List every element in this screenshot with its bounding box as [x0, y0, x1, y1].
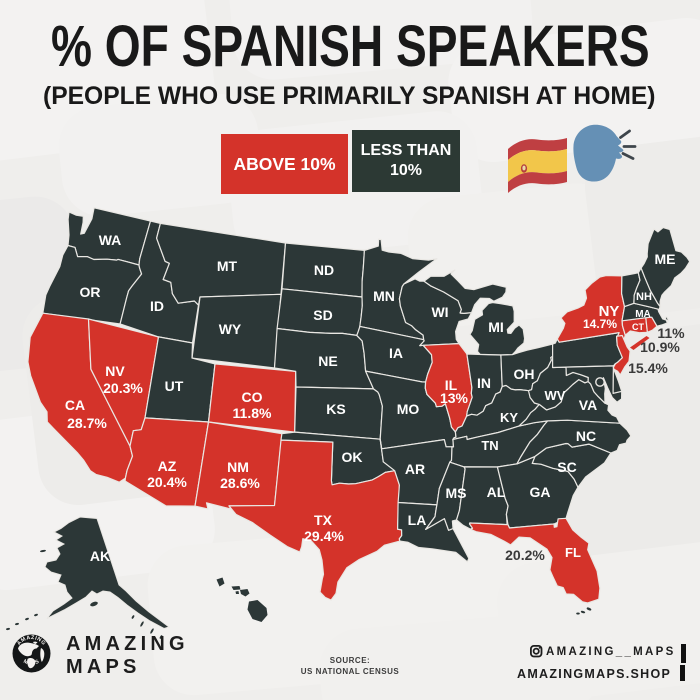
svg-text:CA: CA: [65, 397, 85, 413]
svg-text:FL: FL: [565, 545, 581, 560]
svg-text:GA: GA: [530, 484, 551, 500]
svg-text:TN: TN: [481, 438, 498, 453]
svg-text:MO: MO: [397, 401, 420, 417]
svg-text:NE: NE: [318, 353, 337, 369]
svg-text:MN: MN: [373, 288, 395, 304]
svg-text:ID: ID: [150, 298, 164, 314]
svg-text:28.7%: 28.7%: [67, 415, 107, 431]
svg-text:20.3%: 20.3%: [103, 380, 143, 396]
svg-text:OK: OK: [342, 449, 363, 465]
svg-text:MI: MI: [488, 319, 504, 335]
svg-text:NC: NC: [576, 428, 596, 444]
svg-text:IA: IA: [389, 345, 403, 361]
svg-text:15.4%: 15.4%: [628, 360, 668, 376]
svg-text:IL: IL: [445, 377, 458, 393]
svg-text:10.9%: 10.9%: [640, 339, 680, 355]
svg-text:OH: OH: [514, 366, 535, 382]
svg-text:KS: KS: [326, 401, 345, 417]
svg-text:CT: CT: [632, 322, 644, 332]
svg-text:VA: VA: [579, 397, 597, 413]
svg-text:29.4%: 29.4%: [304, 528, 344, 544]
svg-text:11%: 11%: [657, 325, 685, 341]
svg-text:14.7%: 14.7%: [583, 317, 617, 331]
svg-text:MT: MT: [217, 258, 238, 274]
svg-text:11.8%: 11.8%: [233, 405, 272, 421]
svg-text:IN: IN: [477, 375, 491, 391]
svg-text:OR: OR: [80, 284, 101, 300]
svg-text:ND: ND: [314, 262, 334, 278]
svg-text:CO: CO: [242, 389, 263, 405]
svg-text:WI: WI: [431, 304, 448, 320]
svg-text:TX: TX: [314, 512, 333, 528]
svg-text:WV: WV: [545, 388, 566, 403]
svg-text:UT: UT: [165, 378, 184, 394]
svg-text:28.6%: 28.6%: [220, 475, 260, 491]
svg-text:AL: AL: [487, 484, 506, 500]
svg-text:AMAZING: AMAZING: [16, 635, 47, 647]
svg-text:AK: AK: [90, 548, 110, 564]
svg-text:NV: NV: [105, 363, 125, 379]
svg-text:NY: NY: [599, 303, 620, 320]
svg-text:SC: SC: [557, 459, 576, 475]
svg-text:SD: SD: [313, 307, 332, 323]
svg-text:KY: KY: [500, 410, 518, 425]
svg-text:MAPS: MAPS: [22, 659, 40, 667]
svg-text:13%: 13%: [440, 390, 469, 406]
svg-text:MS: MS: [446, 485, 467, 501]
svg-text:MA: MA: [635, 309, 651, 320]
svg-text:AZ: AZ: [158, 458, 177, 474]
svg-text:LA: LA: [408, 512, 427, 528]
svg-text:20.4%: 20.4%: [147, 474, 187, 490]
svg-text:ME: ME: [655, 251, 676, 267]
svg-text:WA: WA: [99, 232, 122, 248]
svg-text:NM: NM: [227, 459, 249, 475]
svg-text:NH: NH: [636, 291, 652, 303]
svg-text:20.2%: 20.2%: [505, 547, 545, 563]
svg-text:WY: WY: [219, 321, 242, 337]
svg-text:AR: AR: [405, 461, 425, 477]
